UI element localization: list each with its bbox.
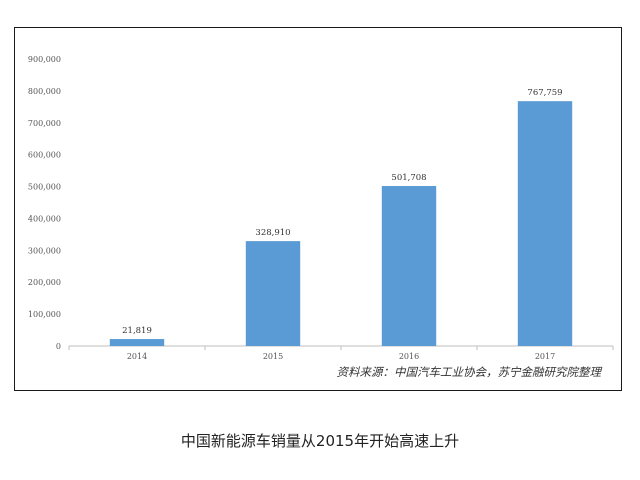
y-tick-label: 500,000 [28, 183, 61, 192]
data-label-2016: 501,708 [391, 173, 426, 183]
y-tick-label: 600,000 [28, 151, 61, 160]
x-tick-label-2014: 2014 [127, 352, 147, 361]
y-tick-label: 300,000 [28, 246, 61, 255]
y-tick-label: 700,000 [28, 119, 61, 128]
y-tick-label: 400,000 [28, 214, 61, 223]
y-tick-label: 100,000 [28, 310, 61, 319]
figure-caption: 中国新能源车销量从2015年开始高速上升 [180, 432, 460, 450]
bar-2015 [245, 241, 301, 346]
bar-2017 [517, 101, 573, 346]
bar-2014 [109, 339, 165, 346]
data-label-2017: 767,759 [527, 88, 562, 98]
chart-frame: 0 100,000 200,000 300,000 400,000 500,000 600,… [14, 27, 622, 391]
data-label-2014: 21,819 [122, 326, 152, 336]
x-tick-label-2016: 2016 [399, 352, 419, 361]
y-tick-label: 200,000 [28, 278, 61, 287]
bar-chart: 0 100,000 200,000 300,000 400,000 500,000 600,… [28, 55, 614, 361]
y-tick-label: 0 [56, 342, 61, 351]
y-tick-label: 900,000 [28, 55, 61, 64]
source-note: 资料来源：中国汽车工业协会，苏宁金融研究院整理 [336, 365, 602, 379]
x-tick-label-2017: 2017 [535, 352, 555, 361]
y-tick-label: 800,000 [28, 87, 61, 96]
x-tick-label-2015: 2015 [263, 352, 283, 361]
bar-2016 [381, 186, 437, 346]
data-label-2015: 328,910 [255, 228, 290, 238]
